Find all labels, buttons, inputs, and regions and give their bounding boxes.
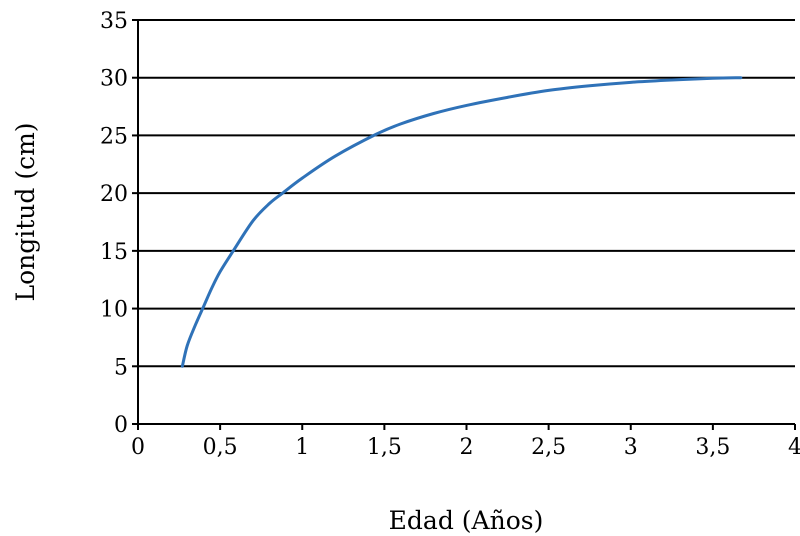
y-tick-label: 15 <box>100 240 128 265</box>
series-line <box>180 76 743 368</box>
x-axis-title: Edad (Años) <box>389 506 544 535</box>
x-tick-label: 2 <box>460 435 474 460</box>
x-tick-label: 3,5 <box>695 435 730 460</box>
y-tick-label: 30 <box>100 67 128 92</box>
y-tick-label: 0 <box>114 413 128 438</box>
x-tick-label: 4 <box>788 435 800 460</box>
y-axis-title: Longitud (cm) <box>11 122 40 301</box>
axes <box>132 19 796 430</box>
series-layer <box>180 76 743 368</box>
x-tick-labels: 0 0,5 1 1,5 2 2,5 3 3,5 4 <box>131 435 800 460</box>
x-tick-label: 0 <box>131 435 145 460</box>
x-tick-label: 2,5 <box>531 435 566 460</box>
y-tick-label: 10 <box>100 298 128 323</box>
x-tick-label: 1,5 <box>367 435 402 460</box>
y-tick-label: 35 <box>100 9 128 34</box>
y-tick-label: 5 <box>114 355 128 380</box>
gridlines <box>138 19 795 368</box>
x-tick-label: 0,5 <box>203 435 238 460</box>
y-tick-label: 20 <box>100 182 128 207</box>
x-tick-label: 1 <box>295 435 309 460</box>
x-tick-label: 3 <box>624 435 638 460</box>
y-tick-labels: 0 5 10 15 20 25 30 35 <box>100 9 128 438</box>
y-tick-label: 25 <box>100 124 128 149</box>
